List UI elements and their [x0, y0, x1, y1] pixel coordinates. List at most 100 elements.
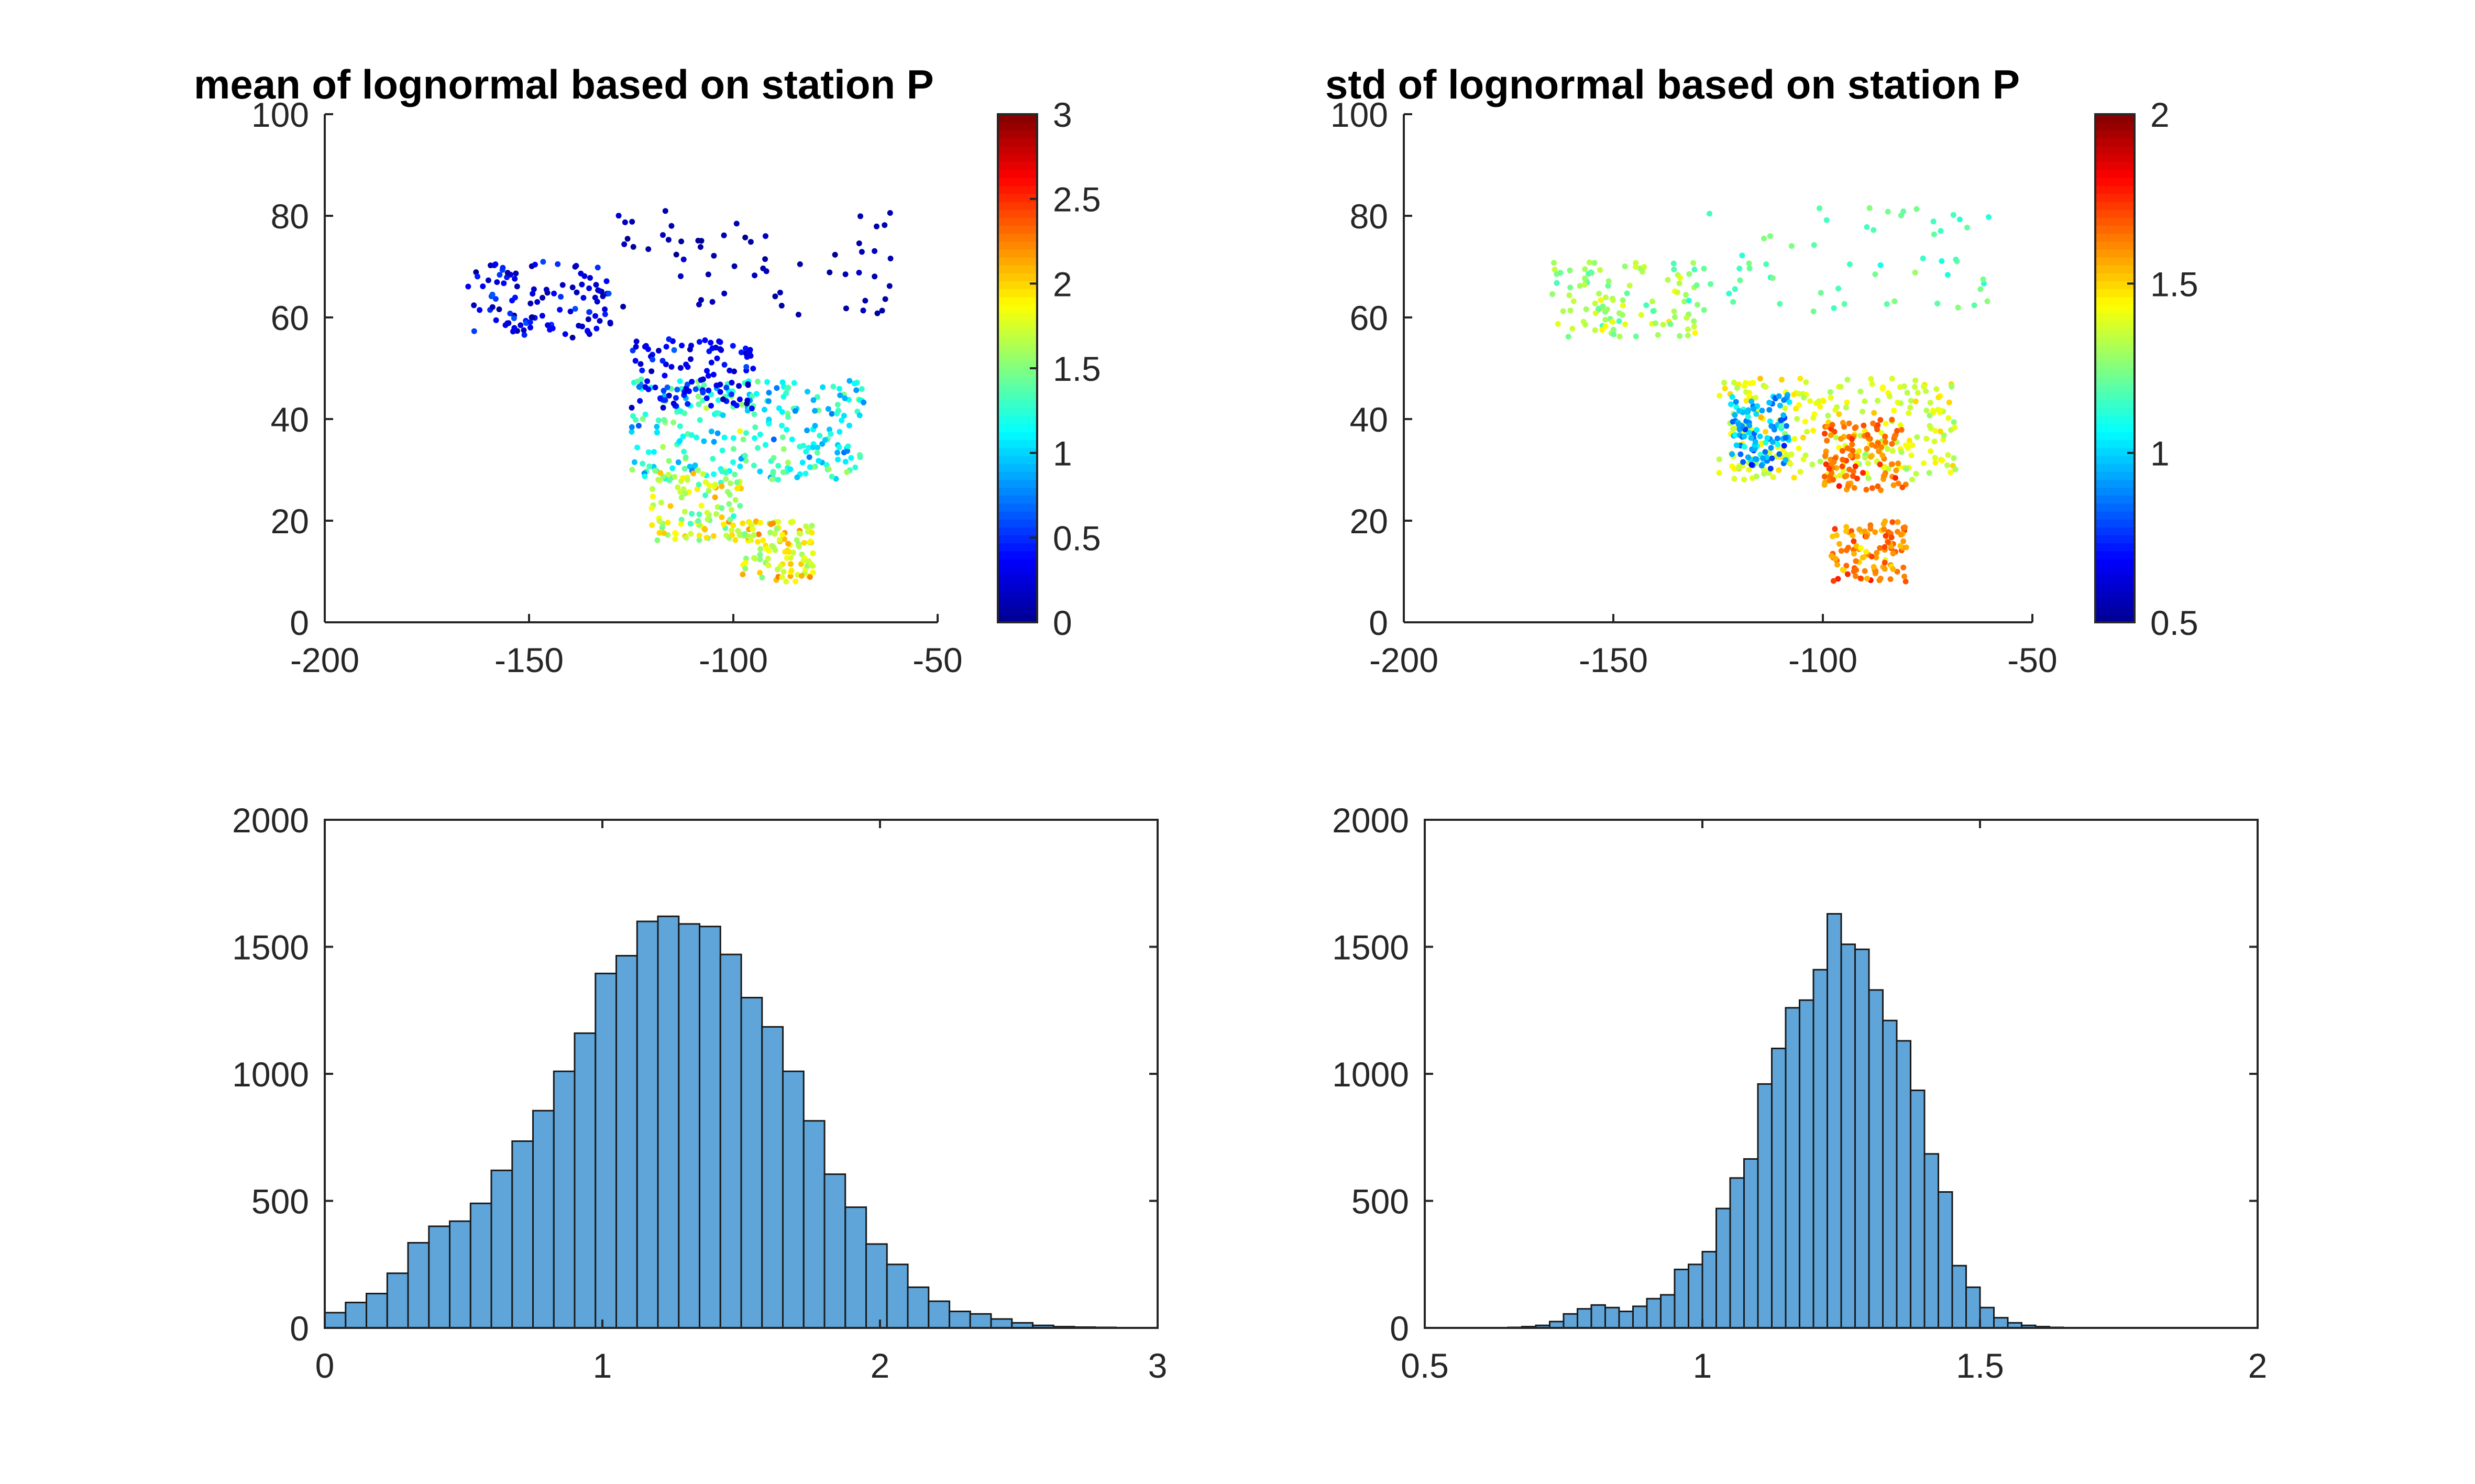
mean-map-point	[580, 295, 587, 301]
mean-map-point	[620, 303, 626, 310]
mean-map-point	[480, 283, 486, 290]
mean-map-point	[678, 521, 684, 527]
std-map-point	[1722, 386, 1728, 391]
std-map-point	[1841, 424, 1847, 430]
mean-map-point	[477, 307, 483, 313]
mean-histogram-bar	[844, 1206, 867, 1329]
mean-map-point	[733, 221, 740, 227]
mean-map-point	[640, 416, 646, 422]
mean-map-point	[702, 492, 708, 498]
mean-map-point	[712, 494, 718, 500]
std-map-point	[1831, 428, 1838, 435]
mean-map-point	[752, 272, 758, 279]
mean-map-point	[719, 514, 725, 520]
std-map-point	[1684, 315, 1690, 321]
mean-map-point	[681, 509, 688, 515]
mean-colorbar-segment	[998, 304, 1037, 313]
std-histogram-y-tick-label: 500	[1351, 1182, 1409, 1221]
mean-colorbar-segment	[998, 193, 1037, 202]
std-map-point	[1801, 394, 1807, 401]
std-map-point	[1886, 393, 1893, 399]
std-map-point	[1842, 474, 1848, 480]
std-map-point	[1836, 541, 1842, 547]
std-map-point	[1604, 306, 1610, 312]
mean-map-point	[719, 505, 725, 511]
mean-map-point	[663, 361, 669, 368]
mean-map-point	[729, 507, 735, 513]
std-map-point	[1899, 484, 1906, 490]
mean-map-point	[860, 307, 866, 314]
std-map-point	[1840, 457, 1846, 463]
mean-map-point	[768, 476, 775, 482]
mean-map-point	[743, 430, 749, 436]
mean-map-point	[663, 344, 669, 350]
std-map-point	[1753, 394, 1759, 401]
std-map-point	[1838, 383, 1844, 390]
std-map-point	[1672, 314, 1678, 320]
mean-map-point	[500, 265, 506, 271]
std-map-point	[1758, 463, 1765, 469]
std-map-point	[1877, 417, 1884, 423]
std-map-point	[1885, 208, 1891, 215]
mean-map-point	[785, 459, 791, 466]
std-map-point	[1660, 322, 1666, 328]
std-map-point	[1674, 289, 1680, 295]
mean-map-x-tick-label: -200	[290, 641, 359, 679]
mean-colorbar-segment	[998, 519, 1037, 527]
mean-map-point	[755, 378, 761, 384]
std-map-point	[1856, 526, 1863, 533]
mean-map-point	[729, 380, 735, 386]
std-map-point	[1898, 427, 1905, 433]
std-map-point	[1733, 442, 1740, 448]
mean-colorbar-segment	[998, 360, 1037, 369]
std-map-point	[1984, 298, 1990, 304]
std-histogram-bar	[1660, 1294, 1676, 1329]
mean-map-point	[592, 294, 598, 301]
std-map-point	[1728, 401, 1734, 408]
std-map-point	[1691, 318, 1697, 324]
std-map-point	[1768, 445, 1774, 451]
mean-map-point	[734, 479, 740, 486]
mean-map-point	[559, 282, 566, 288]
std-map-point	[1864, 224, 1870, 230]
mean-histogram-bar	[636, 920, 659, 1329]
mean-map-point	[771, 436, 777, 443]
mean-map-point	[775, 463, 782, 469]
std-colorbar-segment	[2095, 304, 2135, 313]
mean-map-point	[836, 386, 842, 392]
std-map-point	[1581, 282, 1588, 288]
mean-map-point	[805, 389, 810, 395]
mean-map-point	[494, 279, 500, 285]
std-map-point	[1913, 470, 1919, 477]
mean-map-point	[697, 244, 703, 250]
mean-map-point	[705, 271, 711, 278]
std-map-point	[1867, 525, 1874, 532]
std-map-point	[1835, 285, 1842, 292]
std-map-point	[1951, 455, 1957, 461]
mean-map-point	[797, 444, 803, 450]
mean-map-point	[765, 398, 772, 404]
mean-map-point	[683, 535, 689, 541]
std-map-point	[1912, 377, 1919, 383]
std-colorbar-segment	[2095, 185, 2135, 194]
mean-map-point	[678, 238, 685, 245]
std-histogram-bar	[1632, 1305, 1648, 1329]
mean-map-point	[696, 481, 702, 488]
std-map-point	[1847, 453, 1854, 459]
mean-map-point	[772, 293, 778, 300]
mean-map-axis-lines	[324, 114, 938, 623]
mean-map-point	[681, 448, 687, 455]
std-map-point	[1716, 470, 1722, 476]
std-map-point	[1560, 308, 1566, 314]
mean-map-point	[645, 449, 652, 455]
std-histogram-bar	[1938, 1191, 1953, 1329]
mean-map-point	[569, 284, 576, 291]
std-map-point	[1876, 448, 1882, 454]
mean-map-point	[706, 488, 712, 494]
mean-histogram-x-tick-label: 1	[593, 1346, 612, 1385]
std-map-point	[1862, 455, 1868, 461]
mean-map-point	[740, 520, 746, 526]
std-map-point	[1729, 451, 1735, 457]
std-map-point	[1849, 436, 1855, 442]
std-map-point	[1592, 327, 1598, 333]
